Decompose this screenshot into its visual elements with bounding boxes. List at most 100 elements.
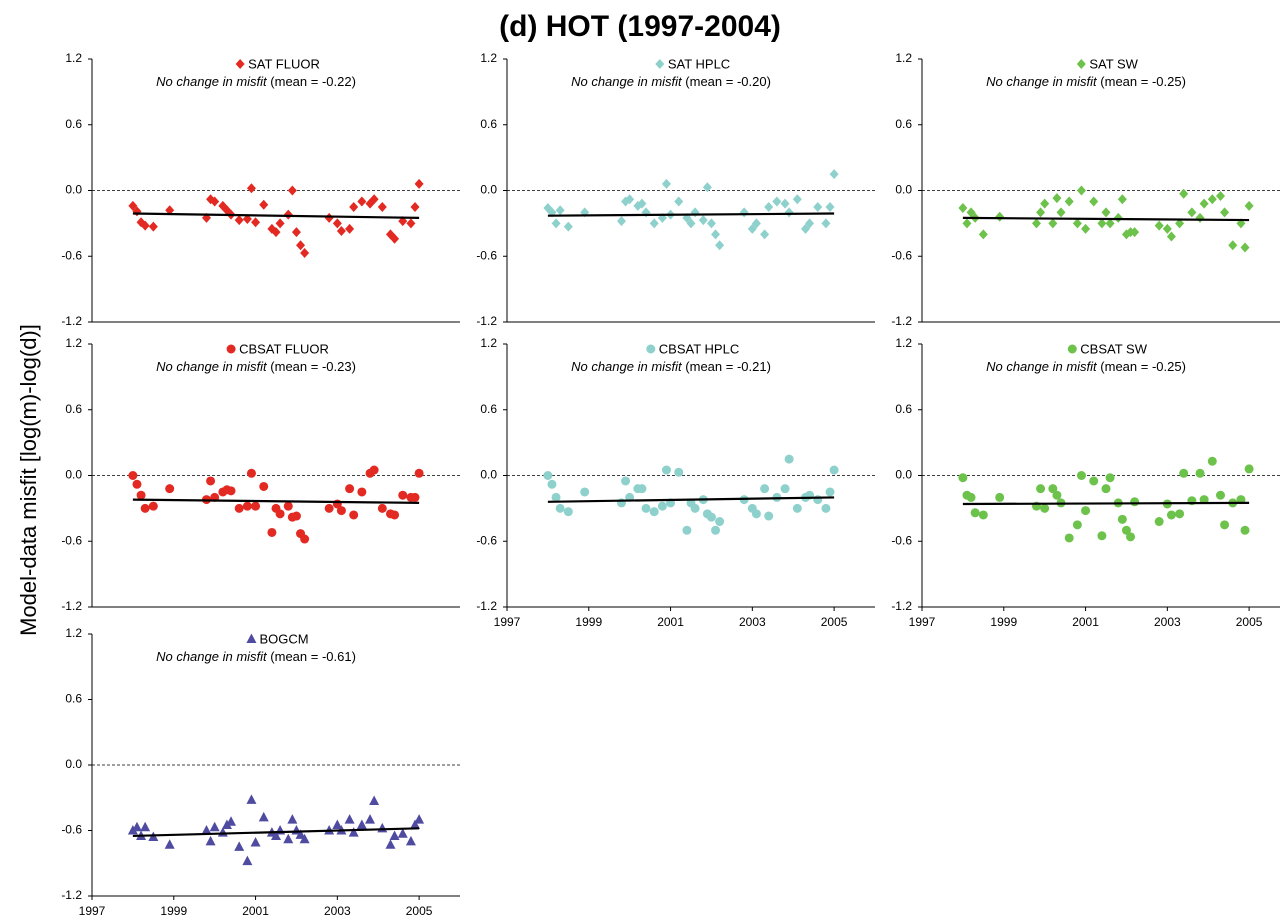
- y-tick-label: 0.0: [65, 468, 82, 482]
- y-tick-label: 0.6: [895, 402, 912, 416]
- point: [821, 503, 831, 513]
- annotation: No change in misfit (mean = -0.25): [986, 359, 1186, 374]
- point: [128, 471, 138, 480]
- annotation-text: No change in misfit: [156, 359, 268, 374]
- point: [136, 490, 146, 500]
- point: [369, 795, 380, 806]
- point: [348, 827, 359, 837]
- point: [369, 465, 379, 475]
- point: [283, 833, 294, 844]
- y-tick-label: 0.6: [65, 402, 82, 416]
- y-tick-label: -0.6: [891, 533, 912, 547]
- point: [784, 454, 794, 464]
- trend-line: [132, 827, 420, 838]
- legend-marker: [646, 344, 656, 354]
- x-tick-label: 1997: [494, 615, 521, 629]
- point: [1195, 212, 1205, 223]
- x-tick-label: 2003: [1154, 615, 1181, 629]
- trend-line: [132, 212, 420, 219]
- point: [1121, 525, 1131, 535]
- point: [1113, 212, 1123, 223]
- point: [555, 205, 565, 216]
- point: [377, 822, 388, 833]
- point: [414, 178, 424, 189]
- point: [1117, 194, 1127, 205]
- point: [1220, 207, 1230, 218]
- point: [698, 215, 708, 226]
- point: [1228, 240, 1238, 251]
- x-tick-label: 1999: [160, 904, 187, 918]
- legend-label: CBSAT SW: [1080, 341, 1147, 356]
- point: [682, 525, 692, 535]
- point: [792, 194, 802, 205]
- point: [1199, 495, 1209, 505]
- point: [995, 492, 1005, 502]
- point: [1207, 456, 1217, 466]
- point: [995, 211, 1005, 222]
- annotation-text: No change in misfit: [986, 74, 1098, 89]
- mean-label: (mean = -0.21): [685, 359, 771, 374]
- point: [1052, 490, 1062, 500]
- point: [357, 196, 367, 207]
- legend-marker: [235, 59, 245, 69]
- point: [405, 835, 416, 846]
- point: [406, 218, 416, 229]
- x-tick-label: 2003: [324, 904, 351, 918]
- point: [332, 218, 342, 229]
- y-tick-label: 0.6: [480, 402, 497, 416]
- annotation-text: No change in misfit: [156, 649, 268, 664]
- y-tick-label: 0.0: [65, 757, 82, 771]
- point: [1215, 190, 1225, 201]
- point: [344, 814, 355, 824]
- point: [300, 247, 310, 258]
- point: [165, 205, 175, 216]
- point: [1154, 517, 1164, 527]
- legend-label: SAT FLUOR: [248, 56, 320, 71]
- point: [132, 479, 142, 489]
- point: [1040, 198, 1050, 209]
- point: [259, 481, 269, 491]
- y-tick-label: 0.0: [895, 468, 912, 482]
- point: [234, 215, 244, 226]
- point: [1097, 531, 1107, 541]
- annotation: No change in misfit (mean = -0.20): [571, 74, 771, 89]
- trend-line: [547, 212, 835, 217]
- legend-label: CBSAT FLUOR: [239, 341, 329, 356]
- point: [764, 201, 774, 212]
- point: [1081, 223, 1091, 234]
- point: [148, 501, 158, 511]
- point: [1244, 200, 1254, 211]
- point: [251, 501, 261, 511]
- point: [1089, 476, 1099, 486]
- point: [580, 487, 590, 497]
- x-tick-label: 2001: [1072, 615, 1099, 629]
- point: [805, 218, 815, 229]
- point: [1187, 207, 1197, 218]
- mean-label: (mean = -0.25): [1100, 74, 1186, 89]
- point: [377, 201, 387, 212]
- point: [1179, 188, 1189, 199]
- point: [966, 492, 976, 502]
- point: [702, 182, 712, 193]
- point: [706, 218, 716, 229]
- point: [148, 221, 158, 232]
- x-tick-label: 2001: [657, 615, 684, 629]
- point: [751, 509, 761, 519]
- point: [760, 484, 770, 494]
- point: [165, 484, 175, 494]
- point: [1064, 196, 1074, 207]
- x-tick-label: 1999: [990, 615, 1017, 629]
- point: [389, 830, 400, 840]
- y-tick-label: 0.6: [895, 117, 912, 131]
- point: [201, 825, 212, 835]
- point: [209, 821, 220, 832]
- y-tick-label: -1.2: [61, 599, 82, 613]
- y-tick-label: 1.2: [480, 336, 497, 350]
- point: [1130, 227, 1140, 238]
- point: [246, 794, 257, 804]
- mean-label: (mean = -0.22): [270, 74, 356, 89]
- point: [792, 503, 802, 513]
- point: [287, 814, 298, 824]
- mean-label: (mean = -0.25): [1100, 359, 1186, 374]
- y-tick-label: 0.6: [65, 692, 82, 706]
